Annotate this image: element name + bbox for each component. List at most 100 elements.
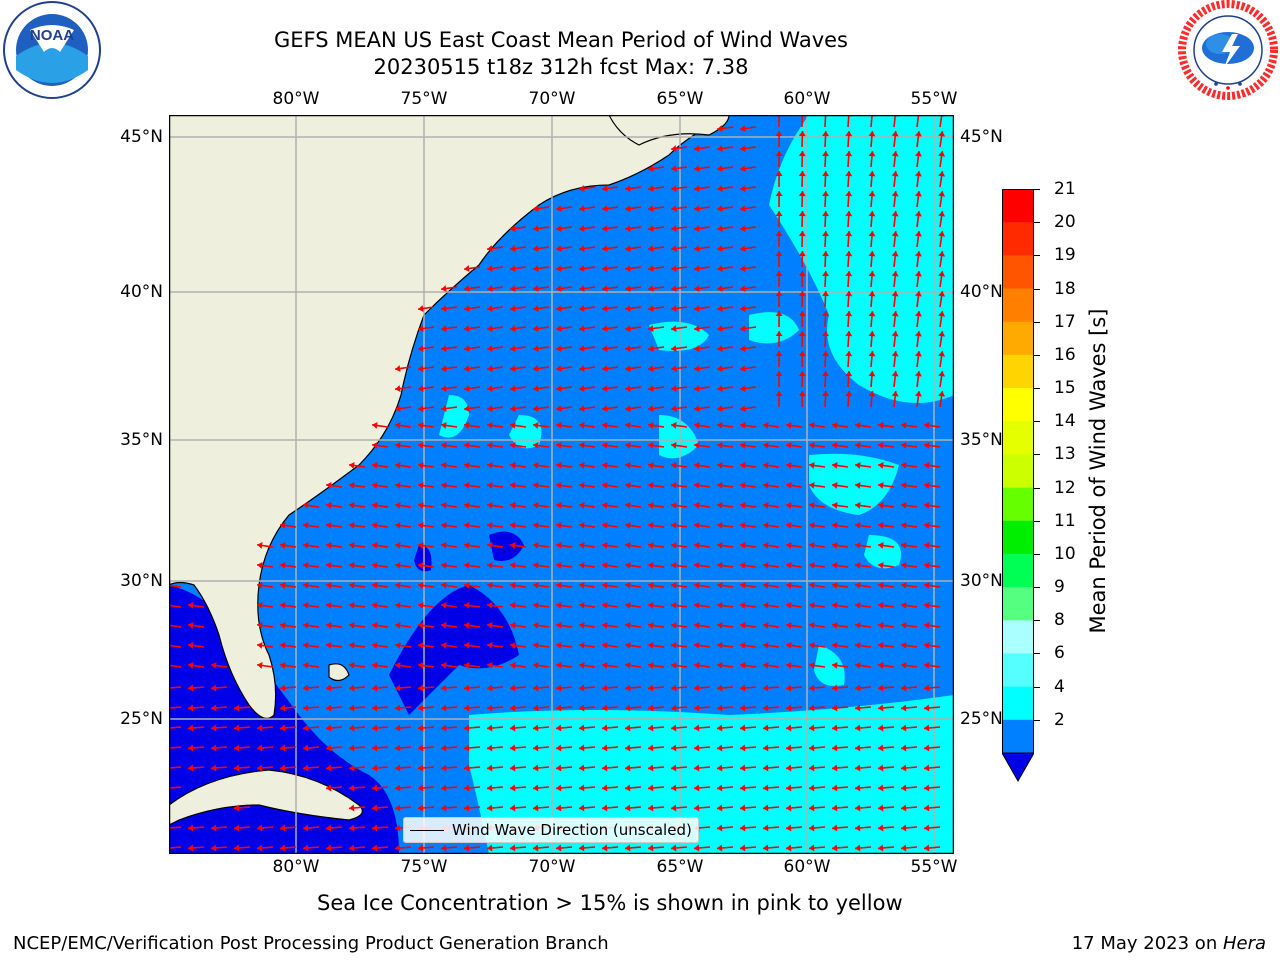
wave-direction-arrow xyxy=(510,502,527,509)
wave-direction-arrow xyxy=(854,704,872,712)
wave-direction-arrow xyxy=(671,462,688,469)
wave-direction-arrow xyxy=(372,462,389,469)
wave-direction-arrow xyxy=(891,371,899,388)
map-canvas xyxy=(164,110,955,855)
wave-direction-arrow xyxy=(785,804,803,812)
wave-direction-arrow xyxy=(923,744,941,752)
svg-text:NOAA: NOAA xyxy=(30,27,74,44)
wave-direction-arrow xyxy=(914,371,922,388)
colorbar-band xyxy=(1002,454,1034,489)
wave-direction-arrow xyxy=(832,542,849,549)
wave-direction-arrow xyxy=(349,602,366,609)
wind-wave-direction-arrows xyxy=(164,110,946,852)
wave-direction-arrow xyxy=(510,562,527,569)
wave-direction-arrow xyxy=(464,265,481,272)
wave-direction-arrow xyxy=(556,305,573,312)
wave-direction-arrow xyxy=(372,542,389,549)
wave-direction-arrow xyxy=(798,250,806,268)
wave-direction-arrow xyxy=(441,542,458,549)
wave-direction-arrow xyxy=(891,391,899,408)
wave-direction-arrow xyxy=(233,764,251,772)
wave-direction-arrow xyxy=(486,684,504,692)
wave-direction-arrow xyxy=(510,405,527,412)
wave-direction-arrow xyxy=(348,744,366,752)
wave-direction-arrow xyxy=(762,684,780,692)
wave-direction-arrow xyxy=(625,502,642,509)
wave-direction-arrow xyxy=(418,385,435,392)
wave-direction-arrow xyxy=(532,764,550,772)
wave-direction-arrow xyxy=(533,482,550,489)
lon-label-bottom: 55°W xyxy=(910,857,958,877)
wave-direction-arrow xyxy=(279,724,297,732)
wave-direction-arrow xyxy=(786,482,803,489)
wave-direction-arrow xyxy=(464,502,481,509)
wave-direction-arrow xyxy=(717,205,734,212)
wave-direction-arrow xyxy=(395,482,412,489)
wave-direction-arrow xyxy=(326,482,343,489)
wave-direction-arrow xyxy=(694,245,711,252)
wave-direction-arrow xyxy=(832,562,849,569)
wave-direction-arrow xyxy=(924,642,941,649)
wave-direction-arrow xyxy=(624,764,642,772)
wave-direction-arrow xyxy=(845,130,853,148)
wave-direction-arrow xyxy=(923,704,941,712)
wave-direction-arrow xyxy=(440,684,458,692)
wave-direction-arrow xyxy=(579,442,596,449)
wave-direction-arrow xyxy=(395,642,412,649)
wave-direction-arrow xyxy=(648,385,665,392)
wave-direction-arrow xyxy=(891,351,899,368)
wave-direction-arrow xyxy=(303,662,320,669)
wave-direction-arrow xyxy=(671,345,688,352)
colorbar-tick-mark xyxy=(1034,686,1040,688)
wave-direction-arrow xyxy=(280,602,297,609)
wave-direction-arrow xyxy=(647,744,665,752)
wave-direction-arrow xyxy=(233,744,251,752)
wave-direction-arrow xyxy=(670,724,688,732)
wave-direction-arrow xyxy=(417,744,435,752)
wave-direction-arrow xyxy=(670,764,688,772)
colorbar-band xyxy=(1002,620,1034,654)
wave-direction-arrow xyxy=(417,784,435,792)
wave-direction-arrow xyxy=(891,291,899,308)
wave-direction-arrow xyxy=(463,704,481,712)
wave-direction-arrow xyxy=(418,602,435,609)
wave-direction-arrow xyxy=(914,331,922,348)
wave-direction-arrow xyxy=(831,804,849,812)
wave-direction-arrow xyxy=(302,764,320,772)
wave-direction-arrow xyxy=(325,744,343,752)
wave-direction-arrow xyxy=(257,562,274,569)
wave-direction-arrow xyxy=(694,365,711,372)
wave-direction-arrow xyxy=(740,125,757,132)
colorbar-tick-mark xyxy=(1034,553,1040,555)
wave-direction-arrow xyxy=(556,582,573,589)
wave-direction-arrow xyxy=(487,482,504,489)
wave-direction-arrow xyxy=(809,602,826,609)
wave-direction-arrow xyxy=(372,602,389,609)
wave-direction-arrow xyxy=(739,684,757,692)
lat-label-left: 40°N xyxy=(120,282,163,302)
lon-label-top: 75°W xyxy=(400,89,448,109)
wave-direction-arrow xyxy=(878,542,895,549)
wave-direction-arrow xyxy=(648,442,665,449)
wave-direction-arrow xyxy=(878,442,895,449)
wave-direction-arrow xyxy=(210,684,228,692)
wave-direction-arrow xyxy=(349,582,366,589)
wave-direction-arrow xyxy=(302,724,320,732)
wave-direction-arrow xyxy=(579,385,596,392)
wave-direction-arrow xyxy=(670,704,688,712)
lon-label-bottom: 75°W xyxy=(400,857,448,877)
wave-direction-arrow xyxy=(878,422,895,429)
lat-label-left: 25°N xyxy=(120,709,163,729)
wave-direction-arrow xyxy=(417,764,435,772)
wave-direction-arrow xyxy=(740,582,757,589)
wave-direction-arrow xyxy=(326,562,343,569)
wave-direction-arrow xyxy=(601,744,619,752)
wave-direction-arrow xyxy=(256,744,274,752)
nws-logo-icon xyxy=(1178,0,1278,100)
colorbar-tick-mark xyxy=(1034,189,1040,190)
wave-direction-arrow xyxy=(394,684,412,692)
wave-direction-arrow xyxy=(625,542,642,549)
wave-direction-arrow xyxy=(901,442,918,449)
wave-direction-arrow xyxy=(464,642,481,649)
wave-direction-arrow xyxy=(510,245,527,252)
